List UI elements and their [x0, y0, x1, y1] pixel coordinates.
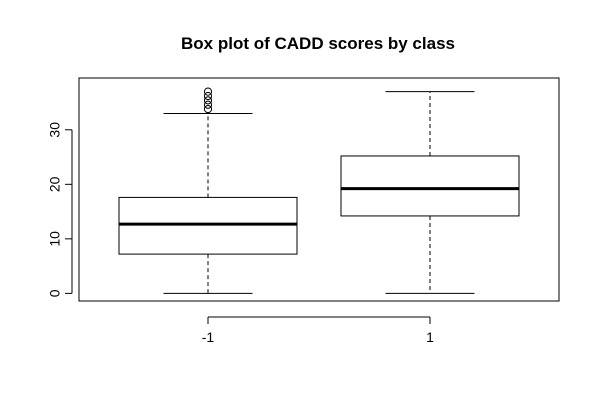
chart-title: Box plot of CADD scores by class	[181, 34, 455, 53]
y-axis: 0 10 20 30	[47, 122, 73, 297]
outlier-point	[203, 87, 213, 96]
x-axis: -1 1	[202, 316, 434, 345]
y-tick-label: 0	[47, 289, 63, 297]
box-group-neg1	[118, 87, 298, 294]
y-tick-label: 30	[47, 122, 63, 138]
y-tick-label: 20	[47, 176, 63, 192]
y-tick-label: 10	[47, 231, 63, 247]
outlier-point	[203, 96, 213, 105]
box-group-1	[340, 91, 520, 294]
iqr-box	[340, 155, 520, 217]
x-tick-label: -1	[202, 329, 215, 345]
plot-frame	[78, 77, 560, 302]
boxes	[118, 87, 520, 294]
iqr-box	[118, 196, 298, 255]
x-tick-label: 1	[426, 329, 434, 345]
outlier-point	[203, 91, 213, 101]
outlier-point	[203, 104, 213, 114]
outlier-point	[203, 100, 213, 109]
